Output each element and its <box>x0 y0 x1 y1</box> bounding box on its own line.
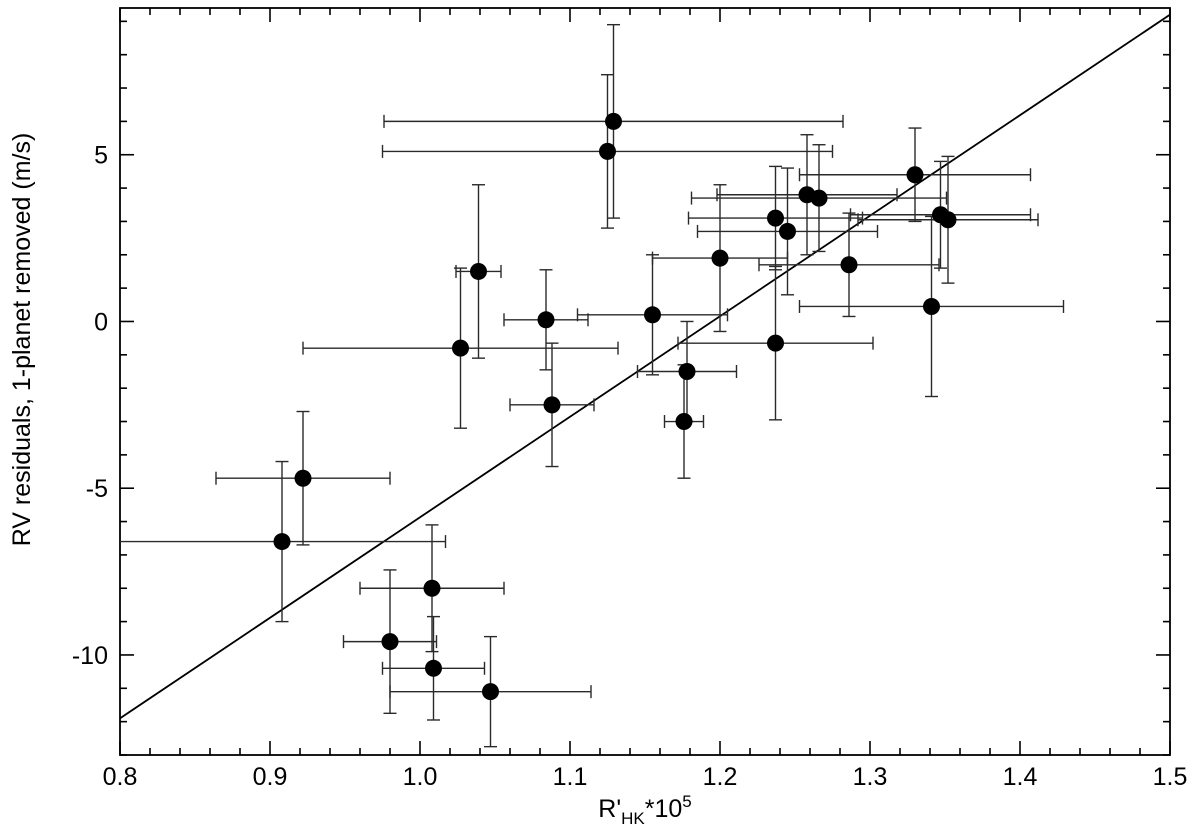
x-tick-label: 0.8 <box>103 763 138 791</box>
data-point <box>678 362 696 380</box>
data-point <box>840 256 858 274</box>
data-point <box>294 469 312 487</box>
data-point <box>939 211 957 229</box>
data-point <box>644 306 661 324</box>
x-tick-label: 1.1 <box>553 763 588 791</box>
y-tick-label: -10 <box>72 642 108 670</box>
x-tick-label: 1.3 <box>853 763 888 791</box>
y-axis: -10 -5 0 5 <box>72 20 1170 756</box>
fit-line <box>120 13 1170 720</box>
data-point <box>711 249 729 267</box>
data-point <box>381 633 399 651</box>
data-point <box>543 396 561 414</box>
y-tick-label: -5 <box>86 475 108 503</box>
x-tick-label: 1.4 <box>1003 763 1038 791</box>
data-point <box>675 413 693 431</box>
data-point <box>537 311 555 329</box>
data-point <box>767 209 784 227</box>
data-point <box>605 112 622 130</box>
plot-frame <box>119 7 1171 756</box>
data-point <box>599 142 616 160</box>
y-tick-label: 5 <box>94 142 108 170</box>
x-axis: 0.8 0.9 1.0 1.1 1.2 1.3 1.4 1.5 <box>103 8 1188 791</box>
data-point <box>425 659 442 677</box>
data-point <box>906 166 924 184</box>
data-point <box>470 262 487 280</box>
error-bars <box>120 23 1065 748</box>
axis-labels: R'HK*105 RV residuals, 1-planet removed (… <box>8 133 692 825</box>
data-point <box>273 533 291 551</box>
data-point <box>482 683 499 701</box>
data-point <box>767 334 784 352</box>
data-points <box>273 112 957 701</box>
data-point <box>452 339 469 357</box>
data-point <box>779 222 796 240</box>
x-tick-label: 1.5 <box>1153 763 1188 791</box>
x-tick-label: 1.0 <box>403 763 438 791</box>
x-axis-label: R'HK*105 <box>598 792 691 825</box>
data-point <box>923 297 940 315</box>
data-point <box>423 579 441 597</box>
data-point <box>810 189 828 207</box>
x-tick-label: 1.2 <box>703 763 738 791</box>
x-tick-label: 0.9 <box>253 763 288 791</box>
plot-data <box>120 13 1170 748</box>
y-axis-label: RV residuals, 1-planet removed (m/s) <box>8 133 36 547</box>
y-tick-label: 0 <box>94 308 108 336</box>
